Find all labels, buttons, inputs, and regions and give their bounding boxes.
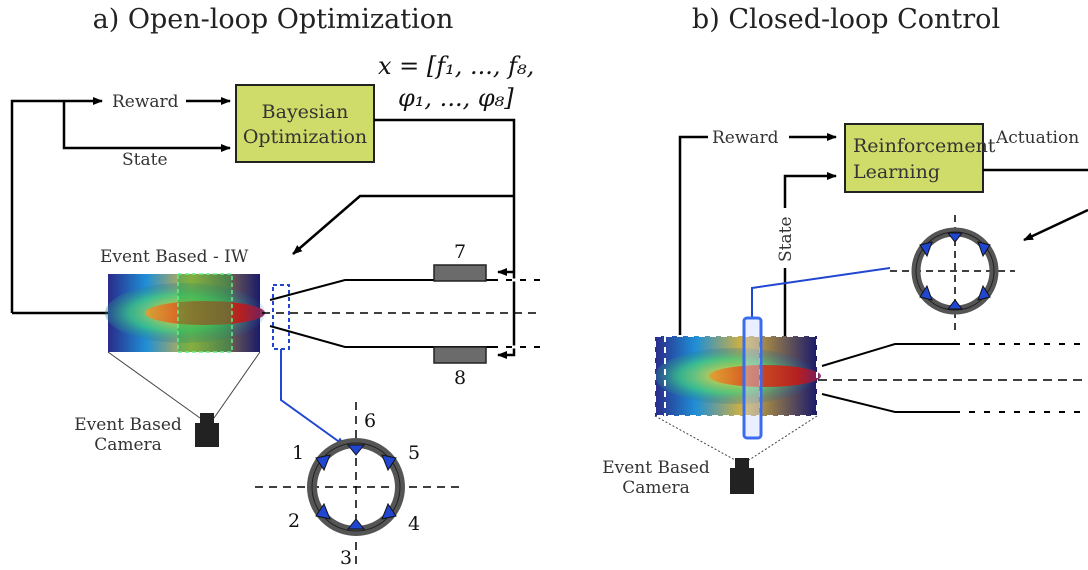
reward-feedback-line: [678, 135, 708, 336]
bayesian-box-line2: Optimization: [243, 126, 367, 148]
slice-to-ring-arrow: [280, 349, 346, 447]
ring-label-6: 6: [364, 410, 376, 432]
state-label: State: [122, 150, 168, 170]
rl-box-line2: Learning: [853, 161, 940, 183]
actuation-to-ring-arrow: [1023, 208, 1088, 242]
window-label: Event Based - IW: [100, 247, 249, 267]
panel-a: a) Open-loop Optimization Reward State B…: [10, 4, 540, 570]
ring-to-slice-line: [751, 267, 891, 318]
state-label-bg: [775, 208, 795, 268]
camera-body-a: [195, 423, 219, 447]
reward-label-b: Reward: [712, 128, 779, 148]
flow-image-b: [654, 316, 821, 440]
camera-a-line2: Camera: [94, 435, 162, 455]
ring-label-4: 4: [408, 513, 420, 535]
actuator-ring-b: [890, 215, 1015, 330]
reward-label: Reward: [112, 92, 179, 112]
actuation-slice-b: [742, 316, 763, 440]
nozzle-top-a: [269, 279, 540, 301]
panel-b-title: b) Closed-loop Control: [692, 4, 1000, 35]
ring-label-2: 2: [288, 510, 300, 532]
camera-view-lines-a: [107, 351, 261, 419]
parameter-vector-line1: x = [f₁, ..., f₈,: [378, 52, 534, 80]
feedback-line: [10, 97, 103, 313]
ring-label-1: 1: [292, 442, 304, 464]
reinforcement-learning-box: [844, 123, 984, 193]
camera-b-line1: Event Based: [602, 458, 710, 478]
camera-b-line2: Camera: [622, 478, 690, 498]
bayesian-optimization-box: [235, 84, 375, 163]
bayesian-box-line1: Bayesian: [262, 101, 349, 123]
camera-lens-b: [735, 458, 749, 468]
actuator-7: [433, 264, 487, 282]
actuation-line: [374, 118, 516, 359]
nozzle-bottom-a: [269, 325, 540, 348]
actuation-label: Actuation: [995, 128, 1079, 148]
parameter-vector-line2: φ₁, ..., φ₈]: [398, 84, 514, 112]
interrogation-window: [177, 273, 233, 353]
nozzle-bottom-b: [821, 393, 1088, 413]
actuator-7-label: 7: [454, 241, 466, 263]
camera-body-b: [730, 468, 754, 494]
state-arrow: [62, 101, 231, 152]
state-label-b: State: [776, 216, 796, 262]
flow-image-a: [105, 273, 265, 353]
actuator-ring-a: [255, 402, 460, 570]
nozzle-arrow: [292, 194, 514, 255]
nozzle-top-b: [821, 343, 1088, 367]
camera-lens-a: [200, 413, 214, 423]
ring-label-5: 5: [408, 442, 420, 464]
camera-view-lines-b: [654, 415, 818, 461]
actuator-8-label: 8: [454, 367, 466, 389]
camera-a-line1: Event Based: [74, 415, 182, 435]
panel-b: b) Closed-loop Control Reward State Rein…: [602, 4, 1088, 498]
rl-box-line1: Reinforcement: [853, 135, 996, 157]
ring-label-3: 3: [340, 547, 352, 569]
panel-a-title: a) Open-loop Optimization: [93, 4, 454, 35]
actuator-8: [433, 346, 487, 364]
